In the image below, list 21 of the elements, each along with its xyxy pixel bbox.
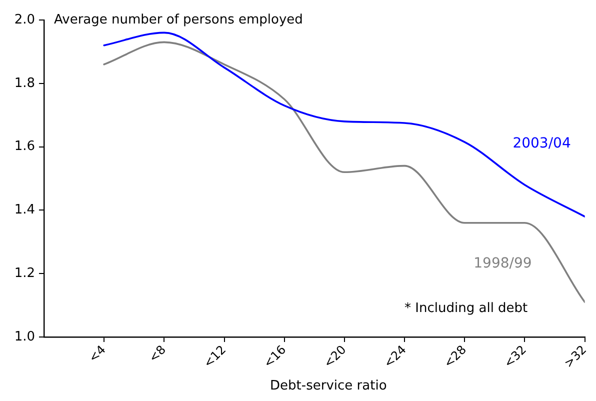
y-tick-label: 1.6 [14, 139, 35, 154]
x-tick-label: <20 [320, 342, 349, 370]
annotation: * Including all debt [404, 300, 528, 316]
line-series [103, 32, 585, 218]
y-axis-title: Average number of persons employed [54, 12, 303, 28]
x-tick-label: <28 [441, 342, 469, 370]
line-series [103, 41, 585, 304]
y-tick-label: 1.8 [14, 76, 35, 91]
y-tick-label: 1.4 [14, 202, 35, 218]
x-tick-label: <4 [86, 342, 108, 365]
x-tick-label: <32 [501, 342, 530, 370]
y-tick-label: 1.0 [14, 329, 35, 344]
x-tick-label: <24 [381, 342, 409, 370]
x-axis-title: Debt-service ratio [270, 378, 387, 394]
y-tick-label: 1.2 [14, 266, 35, 281]
x-tick-label: <16 [260, 342, 289, 370]
y-tick-label: 2.0 [14, 12, 35, 28]
x-tick-label: <8 [146, 342, 169, 365]
x-tick-label: <12 [200, 342, 229, 370]
series-label: 1998/99 [474, 256, 532, 272]
series-label: 2003/04 [512, 135, 571, 152]
